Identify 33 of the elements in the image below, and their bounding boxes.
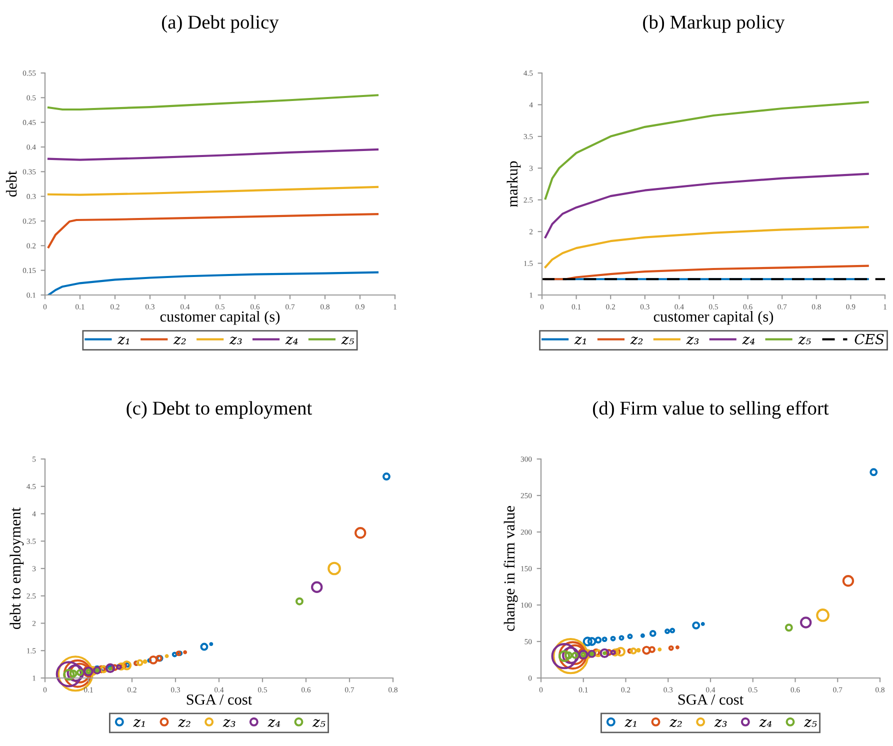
y-axis-title: debt xyxy=(6,170,17,197)
chart-title: (c) Debt to employment xyxy=(126,401,312,419)
legend-label: z₅ xyxy=(312,719,326,728)
legend-label: z₂ xyxy=(178,719,190,728)
legend-label: z₄ xyxy=(759,719,772,728)
chart-title: (a) Debt policy xyxy=(162,15,279,33)
chart-title: (d) Firm value to selling effort xyxy=(593,400,829,419)
legend-label: z₁ xyxy=(624,719,636,728)
legend-label: z₃ xyxy=(222,719,236,728)
legend-label: z₄ xyxy=(285,336,298,344)
legend-label: z₅ xyxy=(804,719,817,728)
legend-label: z₅ xyxy=(798,336,811,344)
x-axis-title: customer capital (s) xyxy=(160,310,280,325)
legend-label: z₅ xyxy=(341,336,354,344)
legend-label: z₁ xyxy=(574,336,586,344)
legend-label: z₃ xyxy=(229,336,242,344)
x-axis-title: SGA / cost xyxy=(678,694,744,705)
legend-label: CES xyxy=(854,334,884,344)
y-axis-title: markup xyxy=(506,161,521,208)
y-axis-title: debt to employment xyxy=(10,507,24,630)
chart-title: (b) Markup policy xyxy=(643,15,785,33)
legend-label: z₄ xyxy=(742,336,755,344)
x-axis-title: SGA / cost xyxy=(186,694,252,705)
legend-label: z₄ xyxy=(268,719,280,728)
legend-label: z₃ xyxy=(714,719,727,728)
legend-label: z₁ xyxy=(133,719,145,728)
legend-label: z₂ xyxy=(670,719,682,728)
legend-label: z₃ xyxy=(686,336,699,344)
legend-label: z₂ xyxy=(173,336,186,344)
legend-label: z₁ xyxy=(118,336,130,344)
y-axis-title: change in firm value xyxy=(504,506,518,631)
x-axis-title: customer capital (s) xyxy=(654,310,774,325)
legend-label: z₂ xyxy=(630,336,643,344)
